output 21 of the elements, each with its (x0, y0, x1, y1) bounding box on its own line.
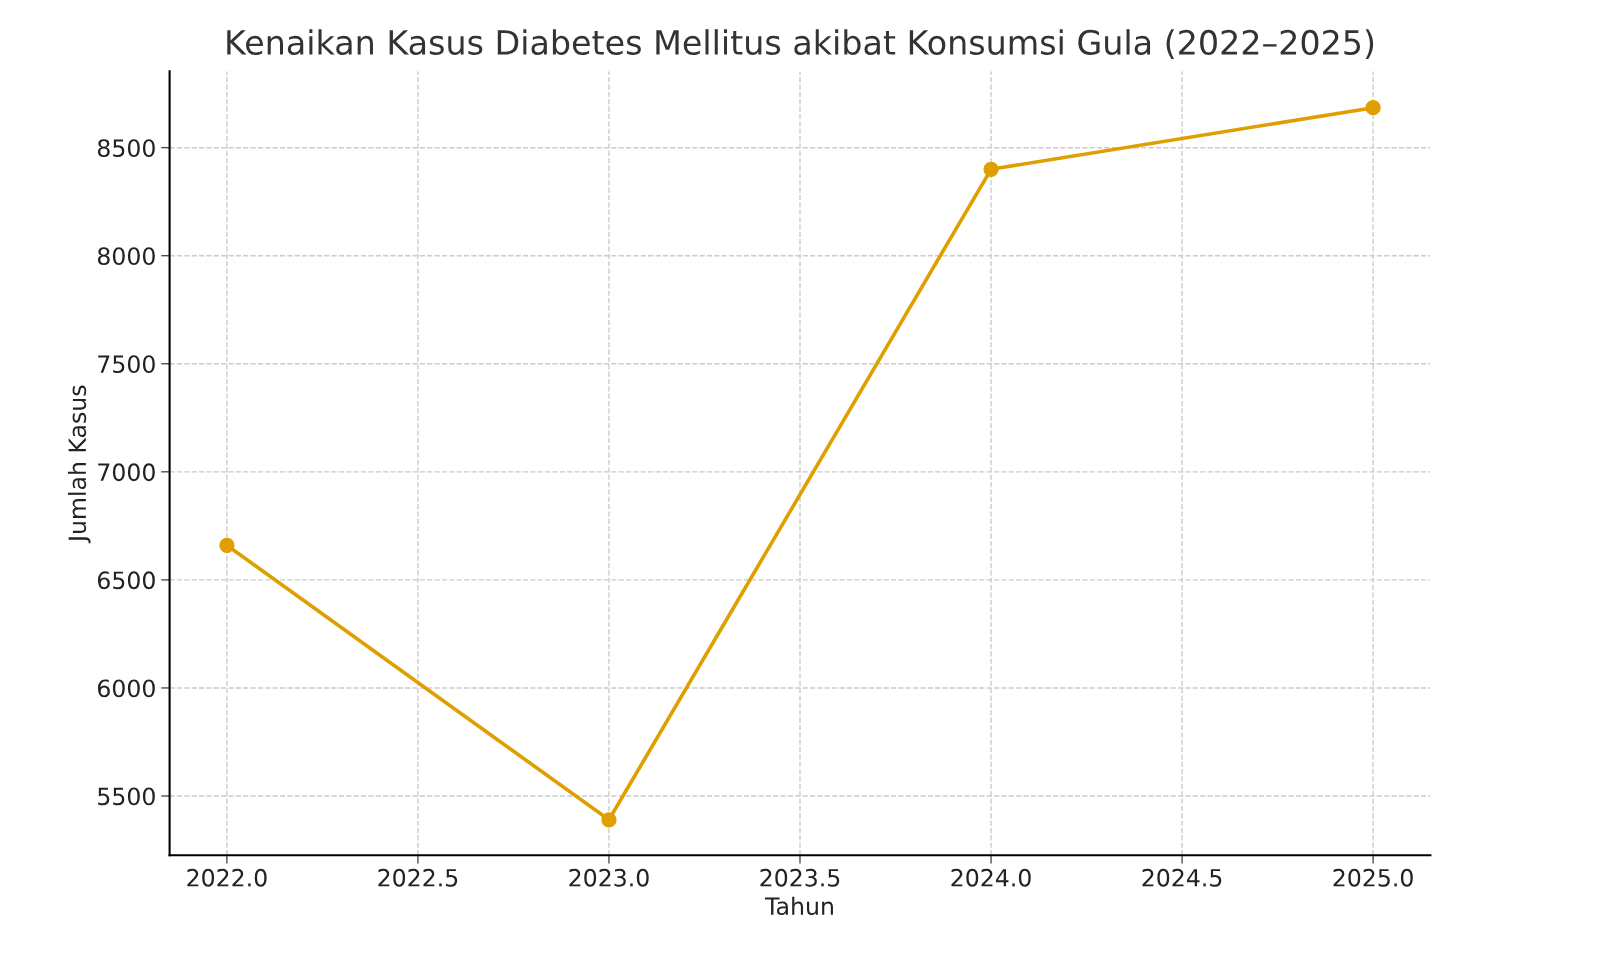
x-tick-label: 2024.5 (1142, 868, 1222, 887)
x-tick-label: 2022.0 (187, 868, 267, 887)
y-tick-label: 8000 (97, 247, 155, 266)
x-tick-label: 2023.0 (569, 868, 649, 887)
x-tick-label: 2023.5 (760, 868, 840, 887)
y-tick-label: 6000 (97, 679, 155, 698)
x-tick-label: 2024.0 (951, 868, 1031, 887)
y-tick-label: 7500 (98, 355, 155, 374)
y-tick-label: 5500 (98, 787, 155, 806)
point (1365, 100, 1381, 116)
y-axis-title: Jumlah Kasus (67, 385, 91, 544)
x-axis-title: Tahun (764, 896, 833, 916)
point (983, 161, 999, 177)
point (601, 812, 617, 828)
y-tick-label: 6500 (97, 571, 155, 590)
x-tick-label: 2022.5 (378, 868, 458, 887)
y-tick-label: 7000 (98, 463, 155, 482)
chart-title: Kenaikan Kasus Diabetes Mellitus akibat Konsumsi Gula (2022–2025) (227, 29, 1374, 59)
y-tick-label: 8500 (97, 139, 155, 157)
x-tick-label: 2025.0 (1333, 868, 1413, 887)
point (219, 537, 235, 553)
